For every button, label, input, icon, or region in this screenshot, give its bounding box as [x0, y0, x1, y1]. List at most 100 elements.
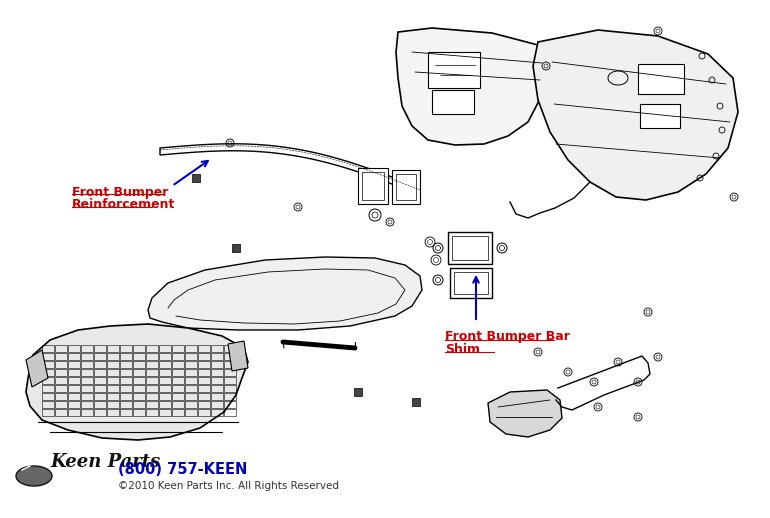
Bar	[428, 52, 480, 88]
Bar	[211, 409, 223, 416]
Bar	[198, 393, 210, 400]
Bar	[211, 401, 223, 408]
Bar	[68, 353, 80, 360]
Text: Shim: Shim	[445, 343, 480, 356]
Bar	[107, 369, 119, 376]
Bar	[133, 361, 145, 368]
Bar	[146, 377, 158, 384]
Bar	[159, 377, 171, 384]
Bar	[81, 345, 93, 352]
Ellipse shape	[16, 466, 52, 486]
Bar	[146, 353, 158, 360]
Bar	[94, 345, 106, 352]
Bar	[185, 385, 197, 392]
Bar	[120, 377, 132, 384]
Bar	[224, 345, 236, 352]
Bar	[224, 401, 236, 408]
Bar	[120, 409, 132, 416]
Bar	[198, 385, 210, 392]
Bar	[159, 361, 171, 368]
Bar	[81, 369, 93, 376]
Bar	[159, 393, 171, 400]
Bar	[192, 174, 200, 182]
Bar	[94, 377, 106, 384]
Bar	[107, 393, 119, 400]
Bar	[42, 361, 54, 368]
Bar	[211, 369, 223, 376]
Bar	[120, 385, 132, 392]
Bar	[224, 393, 236, 400]
Bar	[55, 385, 67, 392]
Bar	[146, 401, 158, 408]
Bar	[94, 409, 106, 416]
Bar	[42, 369, 54, 376]
Polygon shape	[396, 28, 548, 145]
Bar	[640, 104, 680, 128]
Polygon shape	[533, 30, 738, 200]
Bar	[185, 377, 197, 384]
Bar	[172, 393, 184, 400]
Bar	[55, 377, 67, 384]
Bar	[432, 90, 474, 114]
Bar	[120, 345, 132, 352]
Bar	[94, 353, 106, 360]
Bar	[392, 170, 420, 204]
Bar	[68, 377, 80, 384]
Bar	[358, 168, 388, 204]
Bar	[172, 401, 184, 408]
Bar	[146, 345, 158, 352]
Bar	[362, 172, 384, 200]
Bar	[133, 369, 145, 376]
Bar	[55, 393, 67, 400]
Text: Reinforcement: Reinforcement	[72, 198, 176, 211]
Bar	[185, 345, 197, 352]
Bar	[172, 361, 184, 368]
Bar	[81, 401, 93, 408]
Bar	[107, 377, 119, 384]
Polygon shape	[228, 341, 248, 371]
Polygon shape	[160, 144, 420, 195]
Bar	[159, 401, 171, 408]
Bar	[224, 369, 236, 376]
Bar	[159, 369, 171, 376]
Bar	[55, 401, 67, 408]
Bar	[185, 401, 197, 408]
Bar	[81, 393, 93, 400]
Bar	[107, 401, 119, 408]
Bar	[42, 393, 54, 400]
Bar	[185, 393, 197, 400]
Bar	[224, 353, 236, 360]
Bar	[42, 345, 54, 352]
Bar	[185, 361, 197, 368]
Bar	[133, 393, 145, 400]
Bar	[55, 369, 67, 376]
Bar	[68, 369, 80, 376]
Bar	[42, 385, 54, 392]
Bar	[198, 361, 210, 368]
Bar	[159, 385, 171, 392]
Bar	[107, 361, 119, 368]
Bar	[211, 393, 223, 400]
Bar	[42, 409, 54, 416]
Bar	[107, 409, 119, 416]
Bar	[133, 385, 145, 392]
Text: Front Bumper Bar: Front Bumper Bar	[445, 330, 570, 343]
Bar	[94, 361, 106, 368]
Bar	[159, 345, 171, 352]
Bar	[81, 409, 93, 416]
Bar	[159, 353, 171, 360]
Bar	[42, 401, 54, 408]
Bar	[146, 361, 158, 368]
Bar	[396, 174, 416, 200]
Bar	[42, 353, 54, 360]
Bar	[133, 345, 145, 352]
Bar	[454, 272, 488, 294]
Bar	[211, 345, 223, 352]
Bar	[185, 409, 197, 416]
Bar	[172, 377, 184, 384]
Bar	[172, 385, 184, 392]
Bar	[68, 385, 80, 392]
Bar	[120, 361, 132, 368]
Text: (800) 757-KEEN: (800) 757-KEEN	[118, 463, 247, 478]
Bar	[55, 361, 67, 368]
